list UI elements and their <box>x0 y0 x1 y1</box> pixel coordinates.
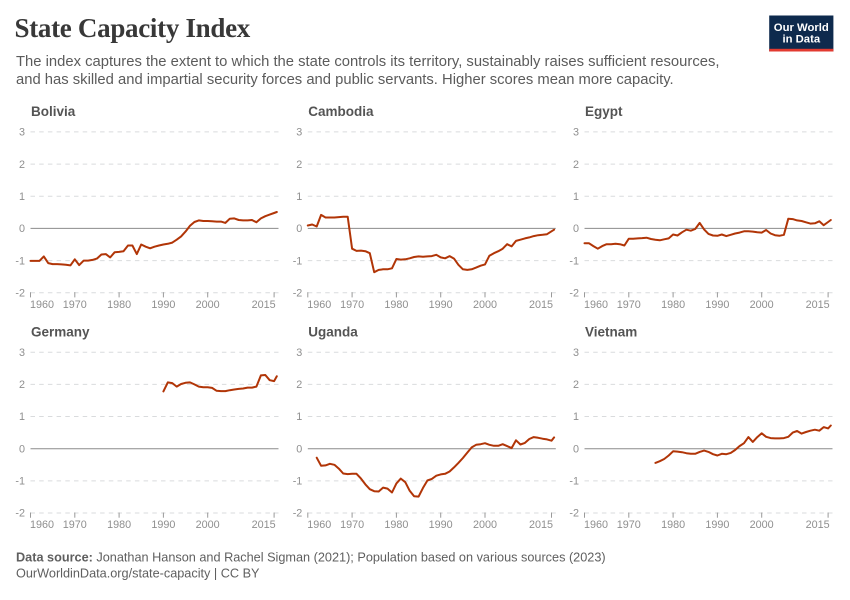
svg-text:1960: 1960 <box>307 519 331 531</box>
svg-text:0: 0 <box>19 443 25 455</box>
svg-text:-1: -1 <box>293 476 303 488</box>
svg-text:Germany: Germany <box>31 325 90 340</box>
svg-text:and has skilled and impartial: and has skilled and impartial security f… <box>16 72 674 88</box>
svg-text:1980: 1980 <box>107 519 131 531</box>
svg-text:-1: -1 <box>293 255 303 267</box>
svg-text:1960: 1960 <box>584 519 608 531</box>
svg-text:-2: -2 <box>293 508 303 520</box>
svg-text:in Data: in Data <box>782 33 820 45</box>
svg-text:-2: -2 <box>569 287 579 299</box>
svg-text:1: 1 <box>19 191 25 203</box>
svg-text:Vietnam: Vietnam <box>585 325 637 340</box>
svg-text:2000: 2000 <box>750 299 774 311</box>
svg-text:Cambodia: Cambodia <box>308 104 374 119</box>
svg-text:3: 3 <box>296 127 302 139</box>
svg-text:1990: 1990 <box>705 299 729 311</box>
svg-text:1980: 1980 <box>384 519 408 531</box>
svg-text:3: 3 <box>19 347 25 359</box>
svg-text:2000: 2000 <box>196 519 220 531</box>
svg-text:1970: 1970 <box>63 299 87 311</box>
svg-text:1: 1 <box>296 191 302 203</box>
svg-text:1980: 1980 <box>384 299 408 311</box>
svg-text:2015: 2015 <box>252 519 276 531</box>
svg-text:1990: 1990 <box>151 299 175 311</box>
svg-text:1980: 1980 <box>107 299 131 311</box>
svg-text:Our World: Our World <box>774 22 829 34</box>
svg-text:1970: 1970 <box>340 299 364 311</box>
svg-text:2015: 2015 <box>252 299 276 311</box>
svg-text:-1: -1 <box>15 255 25 267</box>
svg-text:2000: 2000 <box>196 299 220 311</box>
svg-text:0: 0 <box>296 223 302 235</box>
svg-text:-1: -1 <box>569 476 579 488</box>
svg-text:1980: 1980 <box>661 519 685 531</box>
svg-text:-1: -1 <box>569 255 579 267</box>
svg-text:2: 2 <box>296 159 302 171</box>
svg-text:1960: 1960 <box>30 519 54 531</box>
svg-text:Uganda: Uganda <box>308 325 358 340</box>
svg-text:1970: 1970 <box>617 519 641 531</box>
svg-text:1: 1 <box>573 191 579 203</box>
svg-text:1980: 1980 <box>661 299 685 311</box>
svg-text:2: 2 <box>19 159 25 171</box>
svg-text:Data source: Jonathan Hanson a: Data source: Jonathan Hanson and Rachel … <box>16 550 606 564</box>
svg-text:1970: 1970 <box>340 519 364 531</box>
svg-text:OurWorldinData.org/state-capac: OurWorldinData.org/state-capacity | CC B… <box>16 567 260 581</box>
svg-text:1990: 1990 <box>705 519 729 531</box>
svg-text:1: 1 <box>573 411 579 423</box>
svg-text:2015: 2015 <box>529 299 553 311</box>
svg-text:Bolivia: Bolivia <box>31 104 76 119</box>
svg-text:3: 3 <box>296 347 302 359</box>
svg-text:1960: 1960 <box>30 299 54 311</box>
svg-text:1990: 1990 <box>429 519 453 531</box>
svg-text:2015: 2015 <box>806 299 830 311</box>
svg-text:2000: 2000 <box>750 519 774 531</box>
svg-text:1960: 1960 <box>584 299 608 311</box>
svg-text:2: 2 <box>19 379 25 391</box>
svg-text:3: 3 <box>19 127 25 139</box>
svg-text:0: 0 <box>573 223 579 235</box>
svg-text:0: 0 <box>19 223 25 235</box>
svg-text:1990: 1990 <box>151 519 175 531</box>
svg-text:1960: 1960 <box>307 299 331 311</box>
svg-text:2015: 2015 <box>529 519 553 531</box>
svg-text:Egypt: Egypt <box>585 104 623 119</box>
svg-text:0: 0 <box>573 443 579 455</box>
svg-text:State Capacity Index: State Capacity Index <box>15 13 251 43</box>
svg-text:-2: -2 <box>15 287 25 299</box>
svg-text:-2: -2 <box>569 508 579 520</box>
svg-text:2000: 2000 <box>473 299 497 311</box>
svg-text:2: 2 <box>296 379 302 391</box>
svg-text:1970: 1970 <box>63 519 87 531</box>
svg-text:1970: 1970 <box>617 299 641 311</box>
svg-text:2: 2 <box>573 159 579 171</box>
svg-text:3: 3 <box>573 347 579 359</box>
svg-text:0: 0 <box>296 443 302 455</box>
svg-text:2015: 2015 <box>806 519 830 531</box>
svg-text:-2: -2 <box>15 508 25 520</box>
svg-text:The index captures the extent: The index captures the extent to which t… <box>16 54 719 70</box>
svg-text:3: 3 <box>573 127 579 139</box>
svg-text:2: 2 <box>573 379 579 391</box>
svg-text:1: 1 <box>19 411 25 423</box>
svg-text:1: 1 <box>296 411 302 423</box>
svg-text:1990: 1990 <box>429 299 453 311</box>
svg-text:-1: -1 <box>15 476 25 488</box>
svg-text:-2: -2 <box>293 287 303 299</box>
svg-text:2000: 2000 <box>473 519 497 531</box>
